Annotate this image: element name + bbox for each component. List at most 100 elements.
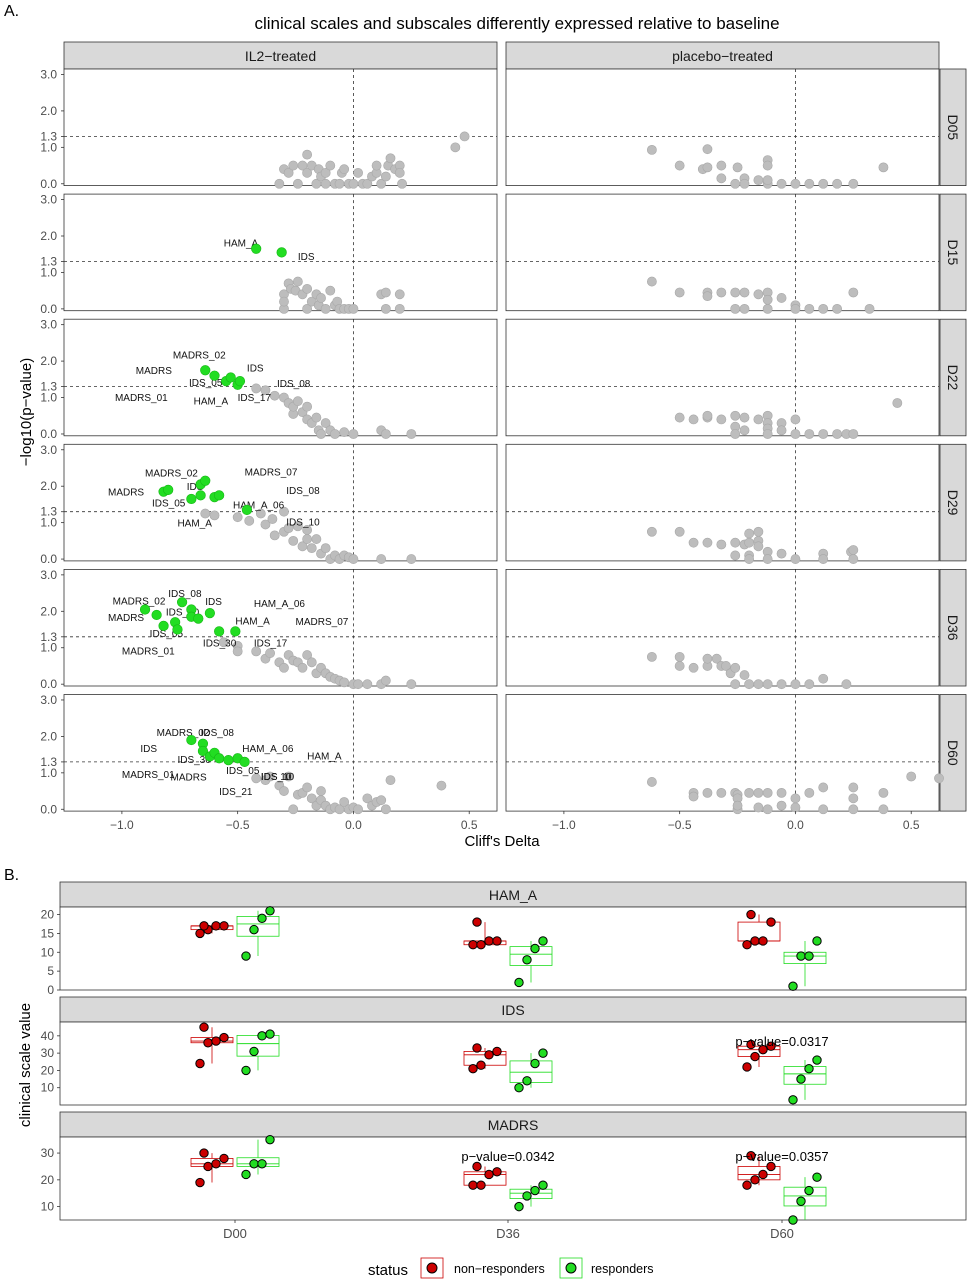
y-tick-label: 10 bbox=[41, 1081, 55, 1095]
data-point bbox=[311, 412, 322, 423]
data-point bbox=[362, 679, 373, 690]
data-point bbox=[334, 178, 345, 189]
data-point bbox=[302, 525, 313, 535]
y-tick-label: 5 bbox=[47, 964, 54, 978]
data-point bbox=[376, 795, 387, 806]
y-tick-label: 1.0 bbox=[40, 766, 57, 780]
y-tick-label: 3.0 bbox=[40, 67, 57, 81]
data-point bbox=[730, 410, 741, 421]
y-tick-label: 1.3 bbox=[40, 755, 57, 769]
y-tick-label: 0.0 bbox=[40, 802, 57, 816]
y-tick-label: 1.3 bbox=[40, 255, 57, 269]
facet-strip-0 bbox=[63, 41, 498, 70]
volcano-panel-D22-placebo bbox=[505, 318, 940, 439]
data-point bbox=[320, 178, 331, 189]
point-label: IDS 10 bbox=[261, 772, 292, 783]
y-tick-label: 1.0 bbox=[40, 391, 57, 405]
data-point bbox=[380, 303, 391, 314]
data-point bbox=[934, 773, 944, 784]
volcano-panel-D36-placebo bbox=[505, 569, 940, 690]
data-point bbox=[257, 1159, 267, 1169]
panel-frame bbox=[63, 443, 498, 562]
y-tick-label: 3.0 bbox=[40, 568, 57, 582]
significant-point bbox=[139, 604, 151, 615]
data-point bbox=[702, 410, 713, 421]
data-point bbox=[380, 804, 391, 815]
data-point bbox=[744, 787, 755, 798]
data-point bbox=[702, 537, 713, 548]
point-label: IDS_05 bbox=[189, 378, 223, 389]
volcano-panel-D29-placebo bbox=[505, 443, 940, 564]
row-strip-label-D15: D15 bbox=[945, 240, 961, 266]
data-point bbox=[818, 554, 829, 564]
data-point bbox=[790, 178, 801, 189]
significant-point bbox=[230, 626, 241, 637]
data-point bbox=[302, 283, 313, 294]
row-strip-D22 bbox=[939, 318, 967, 437]
data-point bbox=[790, 793, 801, 804]
data-point bbox=[211, 1159, 221, 1169]
y-tick-label: 2.0 bbox=[40, 229, 57, 243]
data-point bbox=[320, 543, 331, 554]
point-label: HAM_A_06 bbox=[254, 599, 306, 610]
point-label: IDS_08 bbox=[277, 379, 311, 390]
data-point bbox=[730, 537, 741, 548]
data-point bbox=[514, 977, 524, 988]
significant-point bbox=[176, 597, 188, 608]
data-point bbox=[251, 646, 262, 657]
box-responders-D60 bbox=[783, 1055, 827, 1105]
data-point bbox=[265, 648, 275, 659]
significant-point bbox=[186, 493, 197, 505]
y-tick-label: 15 bbox=[41, 926, 55, 940]
significant-point bbox=[163, 484, 174, 495]
data-point bbox=[514, 1083, 524, 1093]
point-label: IDS_05 bbox=[150, 629, 184, 640]
data-point bbox=[394, 167, 405, 178]
significant-point bbox=[209, 370, 220, 381]
data-point bbox=[848, 429, 859, 439]
data-point bbox=[397, 178, 407, 189]
volcano-y-axis-label: −log10(p−value) bbox=[18, 358, 35, 466]
data-point bbox=[878, 787, 889, 798]
data-point bbox=[776, 800, 787, 811]
data-point bbox=[209, 510, 220, 521]
data-point bbox=[742, 940, 752, 950]
data-point bbox=[283, 771, 294, 782]
x-tick-label: D00 bbox=[223, 1226, 247, 1241]
data-point bbox=[804, 1063, 814, 1074]
data-point bbox=[758, 936, 768, 946]
point-label: IDS bbox=[298, 252, 315, 263]
data-point bbox=[316, 429, 326, 439]
data-point bbox=[762, 303, 773, 314]
panel-b-letter: B. bbox=[4, 867, 19, 884]
box bbox=[783, 1186, 827, 1207]
point-label: IDS_08 bbox=[286, 486, 320, 497]
facet-strip-label: HAM_A bbox=[489, 887, 538, 903]
data-point bbox=[702, 144, 713, 155]
box-non-responders-D60 bbox=[737, 909, 781, 950]
x-tick-label: −0.5 bbox=[668, 818, 692, 832]
data-point bbox=[269, 530, 280, 541]
data-point bbox=[762, 554, 773, 564]
data-point bbox=[292, 396, 303, 407]
data-point bbox=[251, 383, 262, 394]
significant-point bbox=[186, 734, 197, 746]
data-point bbox=[730, 662, 741, 673]
y-tick-label: 2.0 bbox=[40, 104, 57, 118]
data-point bbox=[702, 291, 713, 302]
data-point bbox=[302, 149, 313, 160]
row-strip-label-D05: D05 bbox=[945, 114, 961, 140]
data-point bbox=[730, 679, 741, 690]
data-point bbox=[380, 171, 391, 182]
significant-point bbox=[195, 490, 206, 501]
boxplot-grid: HAM_A 0 5 10 15 20 IDS 10 20 30 40 p−value=0.0317 MA… bbox=[41, 881, 967, 1241]
p-value-label: p−value=0.0357 bbox=[735, 1149, 828, 1164]
data-point bbox=[376, 554, 387, 564]
data-point bbox=[472, 1161, 482, 1172]
data-point bbox=[766, 1161, 776, 1172]
data-point bbox=[199, 1148, 209, 1158]
data-point bbox=[353, 804, 363, 815]
volcano-panel-D60-placebo: −1.0 −0.5 0.0 0.5 bbox=[505, 694, 944, 832]
row-strip-D05 bbox=[939, 68, 967, 186]
